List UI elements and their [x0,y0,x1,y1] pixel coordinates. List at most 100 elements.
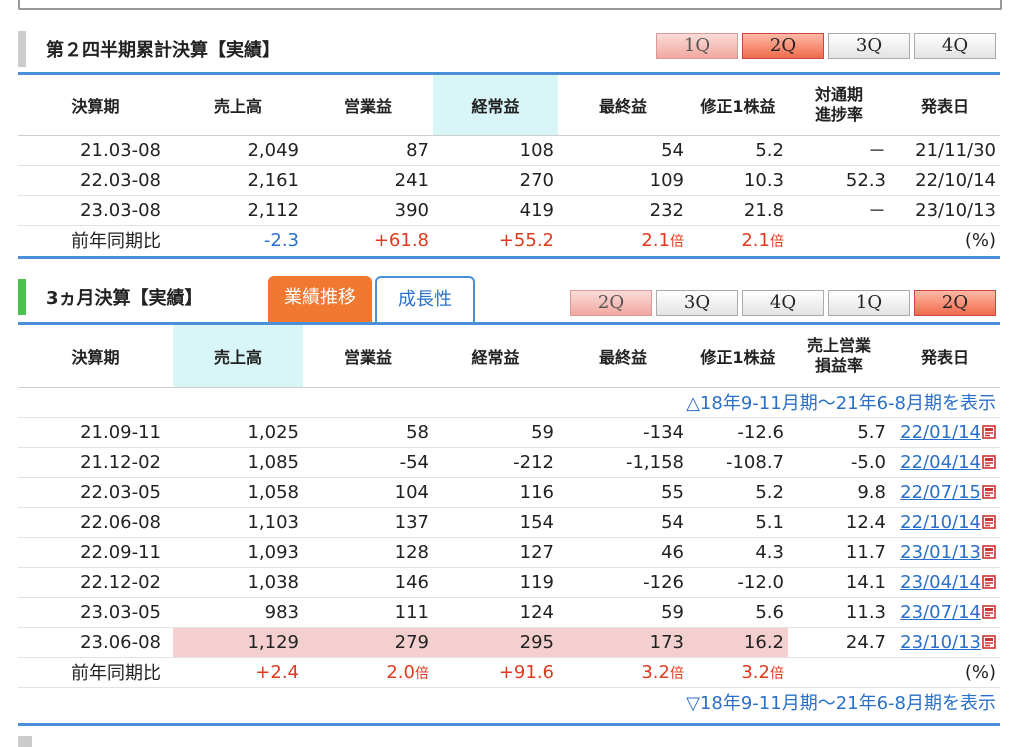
date-cell[interactable]: 22/10/14 [890,507,1000,537]
op-cell: 279 [303,627,433,657]
table-row: 21.12-02 1,085 -54 -212 -1,158 -108.7 -5.0 22/0… [18,447,1000,477]
pdf-icon[interactable] [982,423,996,439]
cum-tab-3q[interactable]: 3Q [828,33,910,59]
eps-cell: -12.6 [737,421,784,443]
announce-date-link[interactable]: 23/10/13 [900,631,981,653]
period-cell: 23.06-08 [80,631,161,653]
period-cell: 22.03-08 [80,169,161,191]
quarterly-bottom-line [18,723,1000,726]
q-tab-3q[interactable]: 3Q [656,290,738,316]
sales-cell: 983 [264,601,299,623]
pdf-icon[interactable] [982,453,996,469]
yoy-row: 前年同期比 +2.4 2.0倍 +91.6 3.2倍 3.2倍 (%) [18,657,1000,687]
pdf-icon[interactable] [982,603,996,619]
col-operating-profit: 営業益 [303,325,433,387]
col-eps: 修正1株益 [688,75,788,135]
col-progress-rate: 対通期 進捗率 [788,75,890,135]
show-prev-link[interactable]: △18年9-11月期～21年6-8月期を表示 [686,393,996,414]
yoy-op: +61.8 [373,229,429,251]
announce-date-link[interactable]: 23/04/14 [900,571,981,593]
margin-cell: 24.7 [845,631,886,653]
cum-tab-4q[interactable]: 4Q [914,33,996,59]
q-tab-2q[interactable]: 2Q [914,290,996,316]
q-tab-1q[interactable]: 1Q [828,290,910,316]
eps-cell: 5.1 [755,511,784,533]
period-cell: 22.12-02 [80,571,161,593]
ord-cell: 154 [519,511,554,533]
announce-date-link[interactable]: 23/01/13 [900,541,981,563]
col-net-profit: 最終益 [558,75,688,135]
op-cell: 390 [394,199,429,221]
sales-cell: 1,085 [247,451,299,473]
col-operating-profit: 営業益 [303,75,433,135]
date-cell[interactable]: 23/10/13 [890,627,1000,657]
cumulative-top-line [18,72,1000,75]
date-cell[interactable]: 22/04/14 [890,447,1000,477]
table-row: 23.06-08 1,129 279 295 173 16.2 24.7 23/10/13 [18,627,1000,657]
op-cell: 87 [406,139,429,161]
ord-cell: 108 [519,139,554,161]
net-cell: -126 [643,571,684,593]
cumulative-quarter-tabs: 1Q 2Q 3Q 4Q [656,33,1000,59]
date-cell[interactable]: 23/07/14 [890,597,1000,627]
announce-date-link[interactable]: 22/07/15 [900,481,981,503]
cumulative-section-header: 第２四半期累計決算【実績】 [18,31,280,67]
show-next-link[interactable]: ▽18年9-11月期～21年6-8月期を表示 [686,693,996,714]
yoy-label: 前年同期比 [71,663,161,684]
sales-cell: 1,025 [247,421,299,443]
ord-cell: 119 [519,571,554,593]
period-cell: 21.09-11 [80,421,161,443]
sales-cell: 2,161 [247,169,299,191]
margin-cell: 11.3 [845,601,886,623]
ord-cell: 59 [531,421,554,443]
date-cell[interactable]: 22/01/14 [890,417,1000,447]
sales-cell: 1,093 [247,541,299,563]
yoy-label: 前年同期比 [71,231,161,252]
net-cell: -134 [643,421,684,443]
net-cell: -1,158 [625,451,684,473]
table-row: 22.03-05 1,058 104 116 55 5.2 9.8 22/07/15 [18,477,1000,507]
ord-cell: -212 [513,451,554,473]
eps-cell: -108.7 [725,451,784,473]
quarterly-rows: 21.09-11 1,025 58 59 -134 -12.6 5.7 22/01/14 21.… [18,417,1000,657]
yoy-unit: (%) [964,661,996,683]
col-sales: 売上高 [173,75,303,135]
margin-cell: 9.8 [857,481,886,503]
period-cell: 22.06-08 [80,511,161,533]
ord-cell: 116 [519,481,554,503]
period-cell: 22.03-05 [80,481,161,503]
col-net-profit: 最終益 [558,325,688,387]
pdf-icon[interactable] [982,573,996,589]
col-period: 決算期 [18,75,173,135]
col-ordinary-profit: 経常益 [433,325,558,387]
progress-cell: － [868,141,886,162]
date-cell[interactable]: 22/07/15 [890,477,1000,507]
pdf-icon[interactable] [982,633,996,649]
announce-date-link[interactable]: 22/04/14 [900,451,981,473]
cum-tab-2q[interactable]: 2Q [742,33,824,59]
table-row: 23.03-08 2,112 390 419 232 21.8 － 23/10/… [18,195,1000,225]
net-cell: 173 [558,627,688,657]
eps-cell: 4.3 [755,541,784,563]
op-cell: -54 [399,451,429,473]
pdf-icon[interactable] [982,543,996,559]
tab-growth[interactable]: 成長性 [375,276,475,322]
date-cell[interactable]: 23/01/13 [890,537,1000,567]
tab-performance[interactable]: 業績推移 [268,276,372,322]
announce-date-link[interactable]: 23/07/14 [900,601,981,623]
pdf-icon[interactable] [982,513,996,529]
announce-date-link[interactable]: 22/01/14 [900,421,981,443]
yoy-row: 前年同期比 -2.3 +61.8 +55.2 2.1倍 2.1倍 (%) [18,225,1000,255]
date-cell[interactable]: 23/04/14 [890,567,1000,597]
pdf-icon[interactable] [982,483,996,499]
q-tab-2q-prev[interactable]: 2Q [570,290,652,316]
q-tab-4q[interactable]: 4Q [742,290,824,316]
yoy-empty [788,657,890,687]
margin-cell: 5.7 [857,421,886,443]
op-cell: 104 [394,481,429,503]
table-row: 21.09-11 1,025 58 59 -134 -12.6 5.7 22/01/14 [18,417,1000,447]
col-margin: 売上営業 損益率 [788,325,890,387]
announce-date-link[interactable]: 22/10/14 [900,511,981,533]
cum-tab-1q[interactable]: 1Q [656,33,738,59]
net-cell: 46 [661,541,684,563]
